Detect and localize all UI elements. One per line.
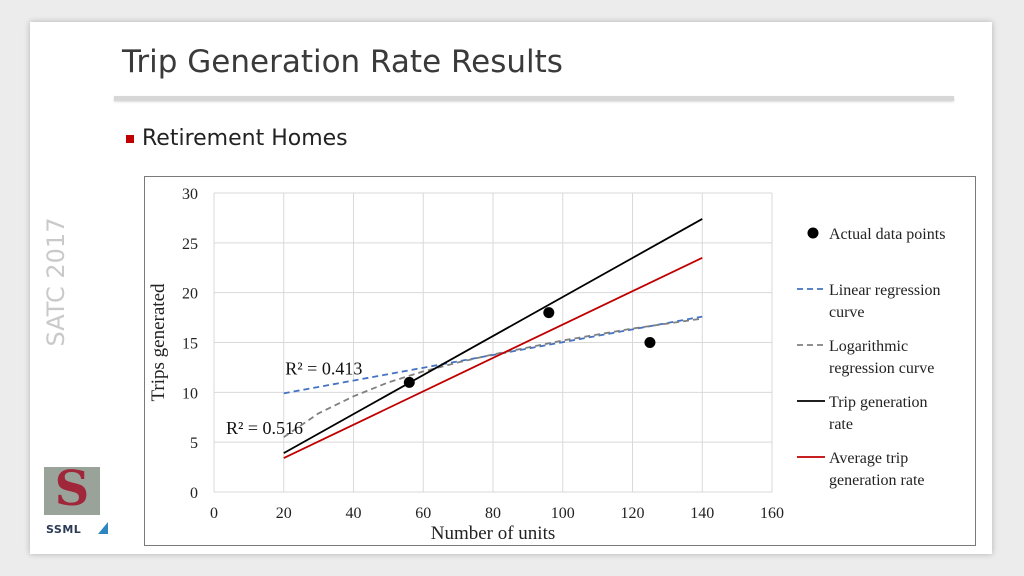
logo-text: SSML <box>46 523 82 536</box>
logo-s-mark: S <box>54 461 90 517</box>
bullet-text: Retirement Homes <box>142 126 348 151</box>
series-line-1 <box>283 315 703 395</box>
legend-marker-points <box>807 227 819 239</box>
slide-title: Trip Generation Rate Results <box>122 44 563 80</box>
chart-container: 0 5 10 15 20 25 30 0 20 40 60 80 100 120 140 160 Number … <box>144 176 976 546</box>
x-tick-label: 40 <box>346 505 362 522</box>
x-tick-label: 140 <box>690 505 714 522</box>
y-tick-label: 5 <box>190 435 198 452</box>
chart-svg: 0 5 10 15 20 25 30 0 20 40 60 80 100 120 140 160 Number … <box>148 186 945 544</box>
logo-emblem <box>44 467 100 515</box>
x-tick-label: 120 <box>621 505 645 522</box>
data-point <box>403 376 415 388</box>
r-squared-annotation: R² = 0.413 <box>285 358 362 378</box>
x-tick-label: 160 <box>760 505 784 522</box>
x-axis-label: Number of units <box>431 523 556 544</box>
data-point <box>543 307 555 319</box>
title-divider <box>114 96 954 101</box>
series-line-4 <box>283 256 703 459</box>
legend-label: Linear regression curve <box>829 282 941 321</box>
side-label: SATC 2017 <box>42 217 70 347</box>
x-tick-label: 80 <box>485 505 501 522</box>
y-axis-label: Trips generated <box>148 283 169 402</box>
y-tick-label: 30 <box>182 186 198 203</box>
series-line-3 <box>283 218 703 454</box>
legend-label: Actual data points <box>829 226 945 243</box>
y-tick-label: 25 <box>182 236 198 253</box>
bullet-item: Retirement Homes <box>126 126 348 151</box>
x-tick-label: 60 <box>415 505 431 522</box>
logo-triangle-icon <box>98 522 108 534</box>
legend-label: Logarithmic regression curve <box>829 338 934 377</box>
slide: Trip Generation Rate Results Retirement … <box>30 22 992 554</box>
y-tick-label: 10 <box>182 385 198 402</box>
legend-label: Trip generation rate <box>829 394 928 433</box>
r-squared-annotation: R² = 0.516 <box>226 418 303 438</box>
x-tick-label: 20 <box>276 505 292 522</box>
x-tick-label: 0 <box>210 505 218 522</box>
y-tick-label: 20 <box>182 286 198 303</box>
ssml-logo: S SSML <box>44 461 110 547</box>
series-line-2 <box>283 317 703 438</box>
y-tick-label: 15 <box>182 336 198 353</box>
data-point <box>644 337 656 348</box>
x-tick-label: 100 <box>551 505 575 522</box>
y-tick-label: 0 <box>190 485 198 502</box>
legend-label: Average trip generation rate <box>829 450 925 489</box>
bullet-square-icon <box>126 134 134 143</box>
